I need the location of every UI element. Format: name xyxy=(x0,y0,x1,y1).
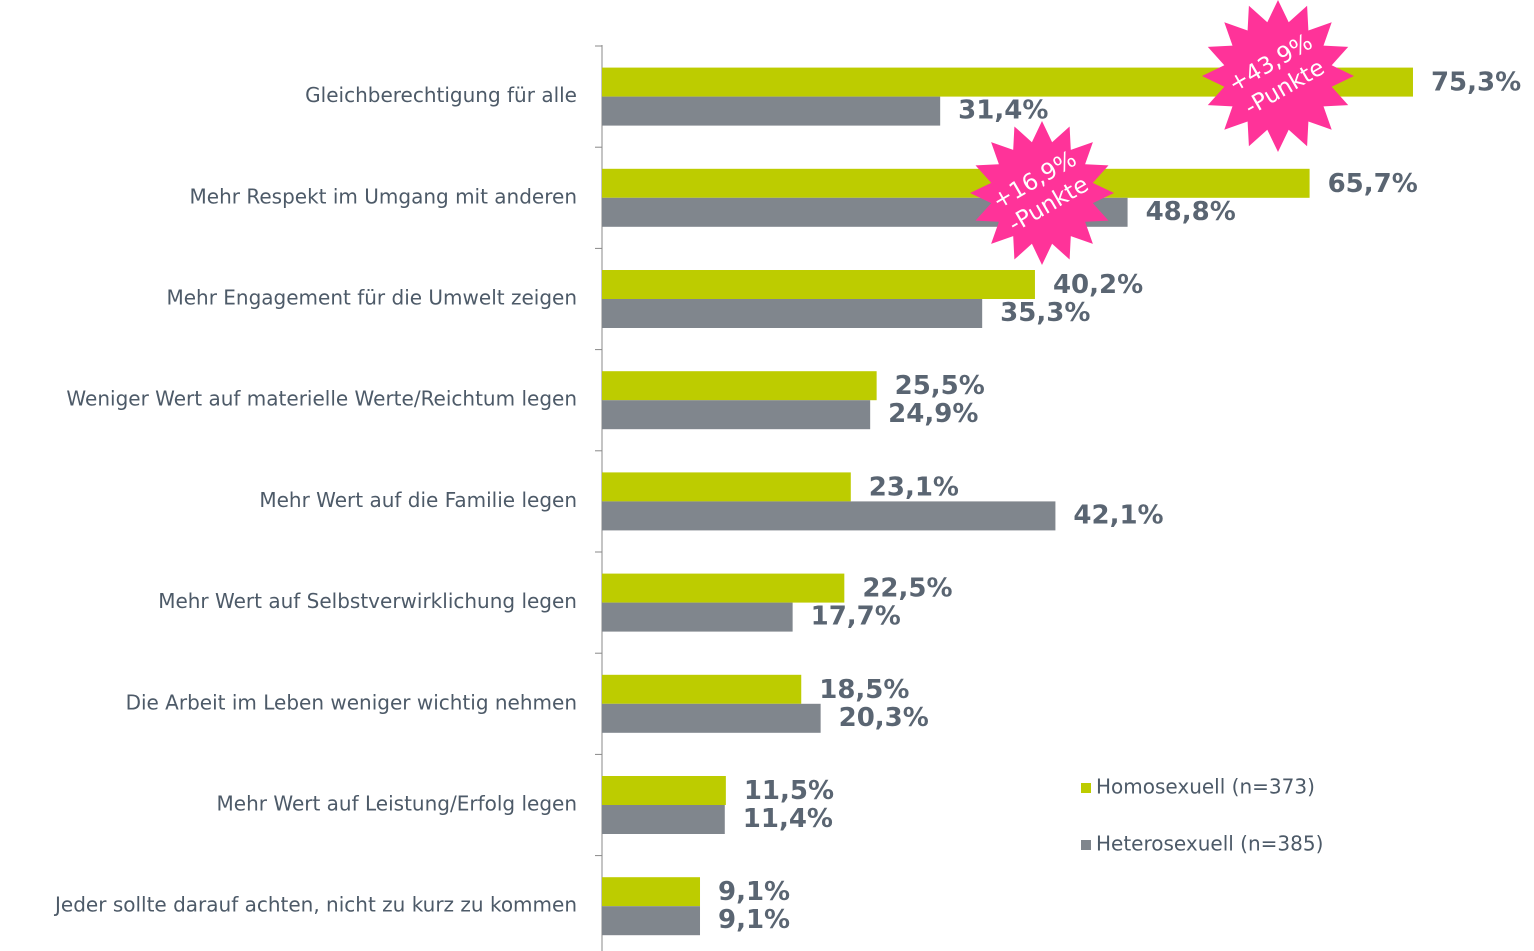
category-label: Gleichberechtigung für alle xyxy=(305,83,577,107)
category-label: Die Arbeit im Leben weniger wichtig nehm… xyxy=(126,690,577,714)
bar xyxy=(602,400,871,430)
category-label: Mehr Wert auf Selbstverwirklichung legen xyxy=(158,589,577,613)
bar xyxy=(602,168,1310,198)
bar xyxy=(602,805,725,834)
category-label: Jeder sollte darauf achten, nicht zu kur… xyxy=(53,893,577,917)
bar xyxy=(602,674,802,704)
bar xyxy=(602,96,941,126)
value-label: 9,1% xyxy=(718,905,790,935)
value-label: 48,8% xyxy=(1146,197,1236,227)
value-label: 65,7% xyxy=(1328,169,1418,199)
value-label: 22,5% xyxy=(862,574,952,604)
value-label: 11,4% xyxy=(743,804,833,834)
legend-label: Heterosexuell (n=385) xyxy=(1096,832,1323,856)
bar xyxy=(602,906,701,936)
legend-swatch xyxy=(1081,783,1091,793)
bar xyxy=(602,776,726,805)
value-label: 25,5% xyxy=(895,371,985,401)
bar xyxy=(602,472,851,502)
value-label: 35,3% xyxy=(1000,298,1090,328)
value-label: 18,5% xyxy=(819,675,909,705)
value-label: 42,1% xyxy=(1073,500,1163,530)
bar xyxy=(602,573,845,603)
value-label: 75,3% xyxy=(1431,68,1521,98)
bar xyxy=(602,270,1035,299)
category-label: Weniger Wert auf materielle Werte/Reicht… xyxy=(66,387,577,411)
starburst xyxy=(1202,0,1354,152)
category-label: Mehr Wert auf Leistung/Erfolg legen xyxy=(217,792,577,816)
category-label: Mehr Respekt im Umgang mit anderen xyxy=(190,184,577,208)
bar xyxy=(602,371,877,401)
value-label: 23,1% xyxy=(869,472,959,502)
bar xyxy=(602,602,793,632)
legend-swatch xyxy=(1081,840,1091,850)
bar xyxy=(602,877,701,907)
category-label: Mehr Wert auf die Familie legen xyxy=(259,488,577,512)
value-label: 9,1% xyxy=(718,877,790,907)
bar xyxy=(602,299,983,328)
bar xyxy=(602,703,821,733)
value-label: 40,2% xyxy=(1053,270,1143,300)
bar xyxy=(602,501,1056,531)
category-label: Mehr Engagement für die Umwelt zeigen xyxy=(166,286,577,310)
legend-label: Homosexuell (n=373) xyxy=(1096,775,1315,799)
value-label: 11,5% xyxy=(744,776,834,806)
value-label: 20,3% xyxy=(839,703,929,733)
value-label: 31,4% xyxy=(958,96,1048,126)
value-label: 24,9% xyxy=(888,399,978,429)
starburst xyxy=(970,121,1114,265)
value-label: 17,7% xyxy=(811,602,901,632)
